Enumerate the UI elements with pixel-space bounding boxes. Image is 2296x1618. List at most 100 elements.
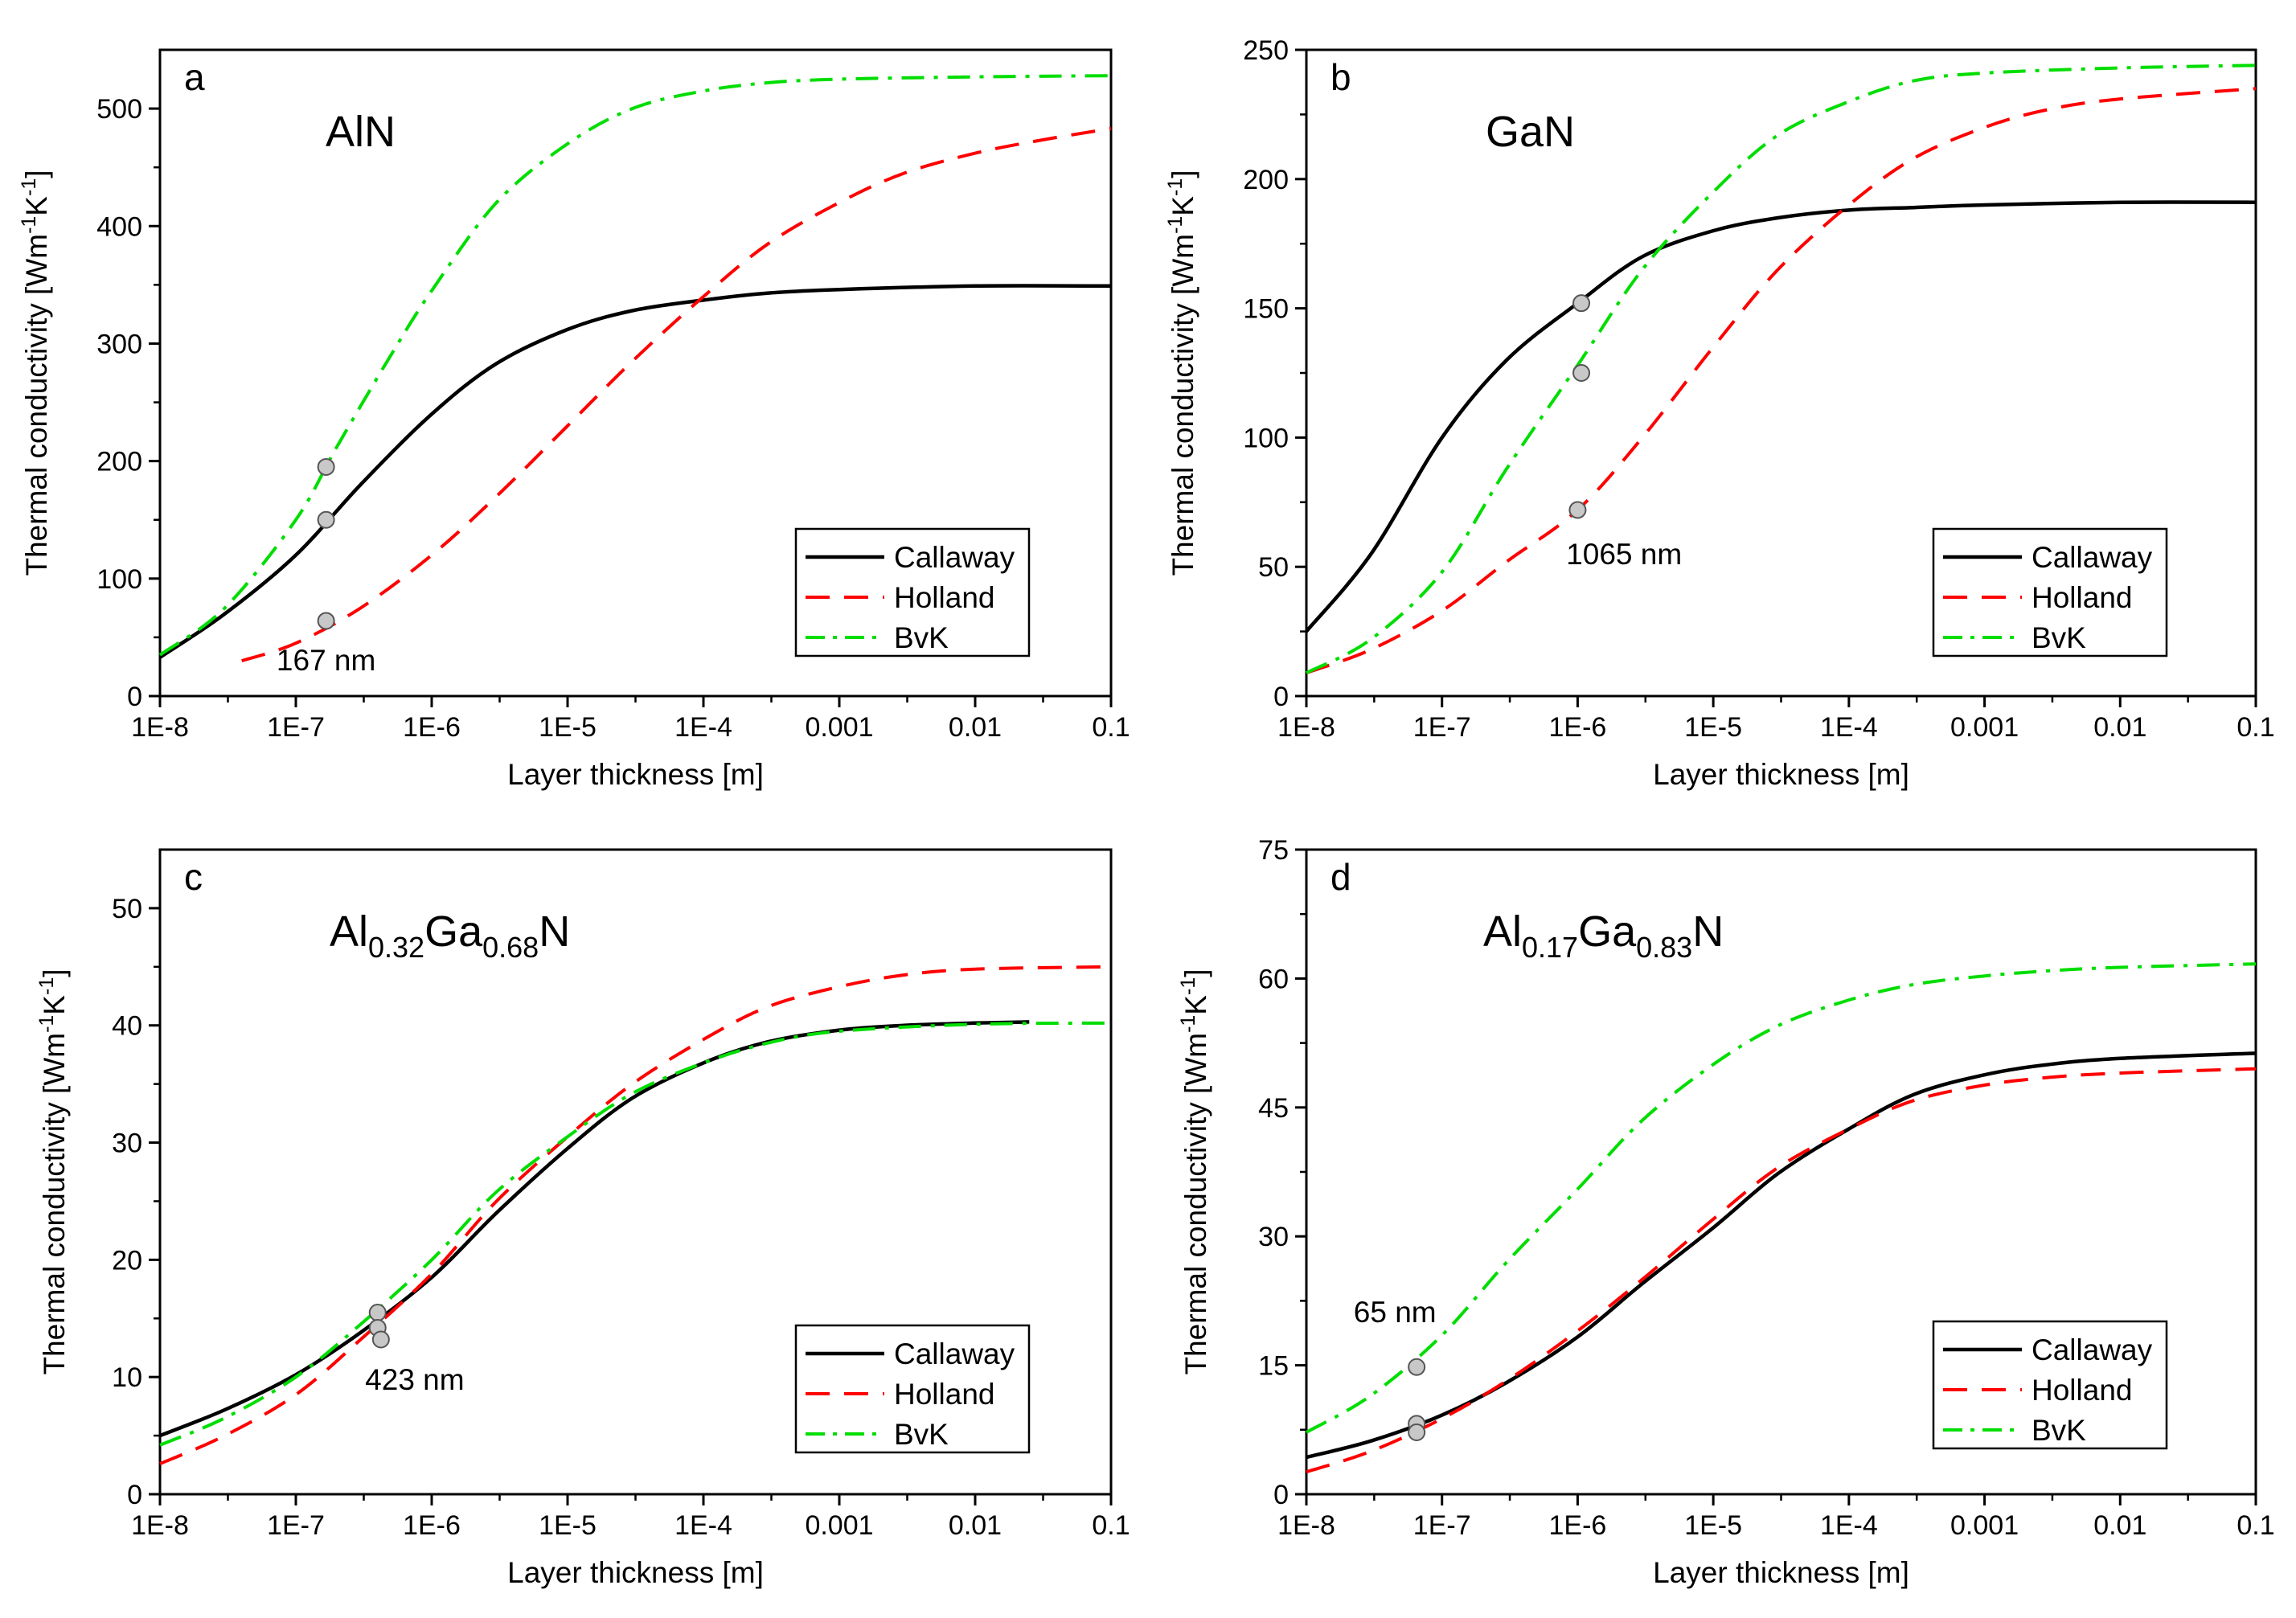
x-tick-label: 1E-4: [1820, 712, 1878, 743]
x-tick-label: 1E-8: [131, 1510, 189, 1541]
x-tick-label: 1E-6: [1549, 712, 1607, 743]
x-axis-label: Layer thickness [m]: [507, 1556, 764, 1589]
x-tick-label: 1E-8: [1277, 712, 1335, 743]
x-tick-label: 1E-6: [1549, 1510, 1607, 1541]
x-tick-label: 1E-4: [674, 712, 732, 743]
y-axis: 0 10 20 30 40 50: [112, 894, 160, 1510]
x-axis: 1E-8 1E-7 1E-6 1E-5 1E-4 0.001 0.01 0.1: [1277, 696, 2275, 743]
series-line-callaway: [159, 1020, 1030, 1438]
panel-letter: b: [1330, 56, 1351, 98]
y-tick-label: 0: [1273, 1480, 1289, 1510]
y-tick-label: 75: [1258, 835, 1289, 866]
data-marker: [317, 612, 335, 630]
legend-label-callaway: Callaway: [2032, 1333, 2153, 1366]
legend-label-holland: Holland: [2032, 1374, 2132, 1407]
panel-letter: c: [184, 856, 203, 898]
chart-panel-a: 1E-8 1E-7 1E-6 1E-5 1E-4 0.001 0.01 0.1 0 100 200 3…: [18, 48, 1130, 791]
legend-box: [1932, 527, 2168, 657]
y-tick-label: 100: [96, 564, 142, 595]
y-tick-label: 150: [1243, 294, 1289, 325]
y-tick-label: 30: [1258, 1222, 1289, 1252]
legend-box: [1932, 1320, 2168, 1450]
data-marker: [368, 1303, 387, 1321]
y-tick-label: 30: [112, 1129, 142, 1159]
x-axis-label: Layer thickness [m]: [1653, 1556, 1909, 1589]
panel-letter: a: [184, 56, 205, 98]
legend: Callaway Holland BvK: [794, 1324, 1031, 1454]
y-tick-label: 50: [112, 894, 142, 924]
data-marker: [1572, 364, 1591, 382]
x-tick-label: 0.01: [949, 712, 1002, 743]
chart-panel-d: 1E-8 1E-7 1E-6 1E-5 1E-4 0.001 0.01 0.1 0 15 30 45 6…: [1177, 835, 2275, 1589]
legend-label-callaway: Callaway: [894, 541, 1015, 574]
legend-label-holland: Holland: [894, 581, 994, 614]
y-axis-label: Thermal conductivity [Wm-1K-1]: [1164, 170, 1199, 576]
x-tick-label: 0.01: [2093, 712, 2146, 743]
series-line-holland: [1306, 87, 2257, 674]
x-tick-label: 0.01: [2093, 1510, 2146, 1541]
x-tick-label: 1E-4: [1820, 1510, 1878, 1541]
panel-letter: d: [1330, 856, 1351, 898]
x-tick-label: 1E-8: [1277, 1510, 1335, 1541]
x-tick-label: 0.001: [1950, 1510, 2019, 1541]
x-tick-label: 1E-7: [1413, 712, 1471, 743]
legend-label-holland: Holland: [2032, 581, 2132, 614]
series-group: [158, 74, 1112, 663]
legend-label-bvk: BvK: [894, 1418, 949, 1451]
x-tick-label: 1E-5: [539, 1510, 597, 1541]
thickness-annotation: 423 nm: [365, 1363, 464, 1396]
y-axis: 0 15 30 45 60 75: [1258, 835, 1306, 1510]
series-group: [159, 965, 1112, 1465]
material-label: AlN: [326, 108, 396, 156]
x-tick-label: 0.1: [1092, 712, 1130, 743]
thickness-annotation: 65 nm: [1354, 1296, 1437, 1329]
legend-label-bvk: BvK: [894, 621, 949, 654]
y-tick-label: 0: [127, 682, 142, 712]
series-line-holland: [241, 126, 1112, 663]
y-axis: 0 50 100 150 200 250: [1243, 35, 1306, 712]
legend: Callaway Holland BvK: [794, 527, 1031, 657]
y-axis-label: Thermal conductivity [Wm-1K-1]: [1177, 969, 1212, 1374]
x-tick-label: 0.01: [949, 1510, 1002, 1541]
x-tick-label: 1E-7: [267, 712, 325, 743]
x-tick-label: 0.1: [1092, 1510, 1130, 1541]
data-marker: [1408, 1358, 1426, 1376]
series-line-bvk: [1306, 63, 2257, 674]
series-line-bvk: [158, 74, 1112, 657]
legend-box: [794, 1324, 1031, 1454]
series-line-bvk: [159, 1021, 1112, 1447]
data-marker: [371, 1330, 390, 1349]
legend: Callaway Holland BvK: [1932, 527, 2168, 657]
y-tick-label: 20: [112, 1245, 142, 1276]
y-tick-label: 45: [1258, 1093, 1289, 1124]
y-tick-label: 200: [96, 447, 142, 477]
y-tick-label: 40: [112, 1011, 142, 1042]
data-marker: [1572, 294, 1591, 313]
x-tick-label: 0.1: [2237, 712, 2274, 743]
legend-label-callaway: Callaway: [2032, 541, 2153, 574]
series-line-callaway: [1305, 200, 2257, 633]
x-axis: 1E-8 1E-7 1E-6 1E-5 1E-4 0.001 0.01 0.1: [131, 696, 1130, 743]
series-line-callaway: [158, 284, 1112, 659]
chart-panel-b: 1E-8 1E-7 1E-6 1E-5 1E-4 0.001 0.01 0.1 0 50 100 15…: [1164, 35, 2275, 791]
legend-label-callaway: Callaway: [894, 1337, 1015, 1370]
legend: Callaway Holland BvK: [1932, 1320, 2168, 1450]
x-tick-label: 1E-4: [674, 1510, 732, 1541]
thickness-annotation: 167 nm: [277, 644, 375, 677]
y-tick-label: 15: [1258, 1351, 1289, 1382]
legend-box: [794, 527, 1031, 657]
x-tick-label: 1E-6: [403, 1510, 461, 1541]
data-marker: [317, 510, 335, 529]
y-tick-label: 400: [96, 211, 142, 242]
y-axis-label: Thermal conductivity [Wm-1K-1]: [35, 969, 71, 1374]
y-axis-label: Thermal conductivity [Wm-1K-1]: [18, 170, 53, 576]
x-axis-label: Layer thickness [m]: [1653, 758, 1909, 791]
y-tick-label: 100: [1243, 423, 1289, 453]
x-tick-label: 1E-7: [267, 1510, 325, 1541]
legend-label-holland: Holland: [894, 1378, 994, 1411]
y-tick-label: 250: [1243, 35, 1289, 66]
y-tick-label: 0: [1273, 682, 1289, 712]
x-tick-label: 1E-7: [1413, 1510, 1471, 1541]
y-tick-label: 300: [96, 329, 142, 359]
material-label: GaN: [1486, 108, 1575, 156]
